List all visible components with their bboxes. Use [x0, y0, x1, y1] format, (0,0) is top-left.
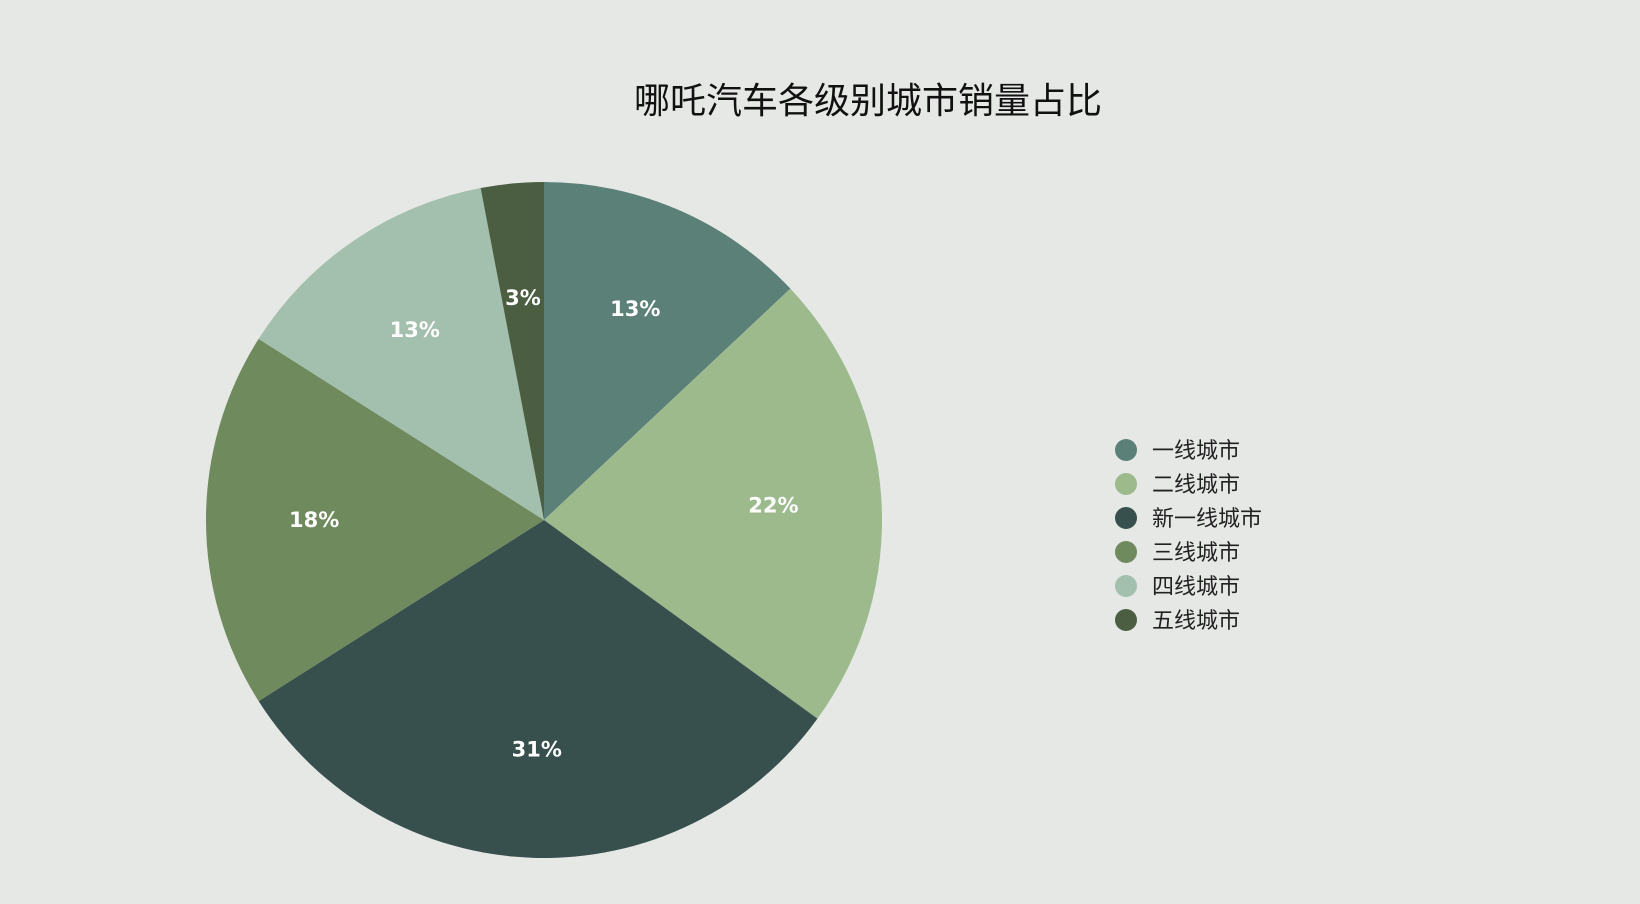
slice-label: 22%	[748, 494, 798, 518]
legend-label: 四线城市	[1152, 575, 1240, 600]
slice-label: 31%	[512, 738, 562, 762]
legend-label: 一线城市	[1152, 439, 1240, 464]
legend-label: 五线城市	[1152, 609, 1240, 634]
pie-slices	[206, 182, 882, 858]
slice-label: 3%	[505, 286, 541, 310]
slice-label: 13%	[390, 318, 440, 342]
pie-slice-labels: 13% 22% 31% 18% 13% 3%	[289, 286, 798, 762]
pie-slice	[544, 288, 882, 719]
pie-slice	[480, 182, 544, 520]
legend-item: 一线城市	[1115, 439, 1240, 464]
legend-label: 新一线城市	[1152, 507, 1262, 532]
pie-slice	[258, 520, 818, 858]
legend-item: 新一线城市	[1115, 507, 1262, 532]
legend-item: 二线城市	[1115, 473, 1240, 498]
legend-swatch	[1115, 507, 1137, 529]
slice-label: 13%	[610, 297, 660, 321]
legend-item: 四线城市	[1115, 575, 1240, 600]
pie-slice	[206, 338, 545, 702]
legend-label: 二线城市	[1152, 473, 1240, 498]
chart-title: 哪吒汽车各级别城市销量占比	[634, 81, 1102, 122]
legend-swatch	[1115, 541, 1137, 563]
legend-swatch	[1115, 575, 1137, 597]
legend-item: 五线城市	[1115, 609, 1240, 634]
legend-swatch	[1115, 439, 1137, 461]
legend-label: 三线城市	[1152, 541, 1240, 566]
legend-swatch	[1115, 609, 1137, 631]
legend-swatch	[1115, 473, 1137, 495]
pie-slice	[544, 182, 791, 520]
legend-item: 三线城市	[1115, 541, 1240, 566]
slice-label: 18%	[289, 508, 339, 532]
pie-slice	[258, 187, 544, 520]
